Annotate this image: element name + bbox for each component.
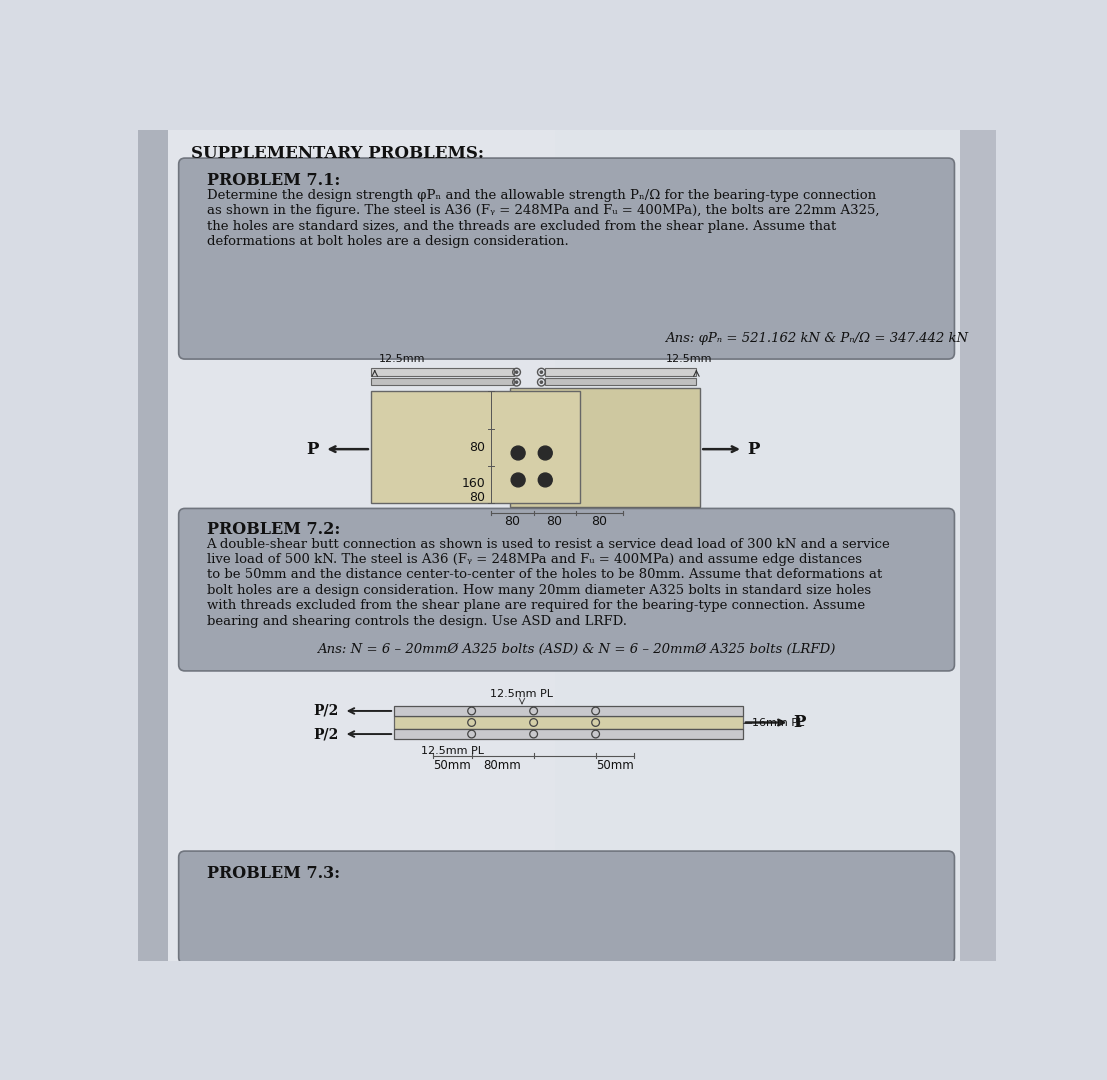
Circle shape (540, 381, 542, 383)
Bar (371, 391, 580, 503)
Text: 12.5mm PL: 12.5mm PL (421, 746, 484, 756)
Bar (394, 716, 743, 729)
Text: 80: 80 (547, 514, 562, 528)
Text: P: P (306, 441, 318, 458)
Text: 80mm: 80mm (484, 758, 521, 772)
Text: 12.5mm PL: 12.5mm PL (490, 689, 554, 699)
Text: P/2: P/2 (313, 704, 339, 718)
Text: P/2: P/2 (313, 727, 339, 741)
Text: 12.5mm: 12.5mm (379, 353, 425, 364)
Text: the holes are standard sizes, and the threads are excluded from the shear plane.: the holes are standard sizes, and the th… (207, 219, 836, 232)
FancyBboxPatch shape (178, 509, 954, 671)
Circle shape (516, 372, 518, 374)
Text: bearing and shearing controls the design. Use ASD and LRFD.: bearing and shearing controls the design… (207, 615, 627, 627)
Bar (546, 368, 696, 376)
Text: P: P (747, 441, 759, 458)
Text: with threads excluded from the shear plane are required for the bearing-type con: with threads excluded from the shear pla… (207, 599, 865, 612)
Bar (510, 388, 701, 507)
Text: 80: 80 (504, 514, 520, 528)
Bar (546, 378, 696, 386)
Text: to be 50mm and the distance center-to-center of the holes to be 80mm. Assume tha: to be 50mm and the distance center-to-ce… (207, 568, 882, 581)
Text: bolt holes are a design consideration. How many 20mm diameter A325 bolts in stan: bolt holes are a design consideration. H… (207, 584, 871, 597)
Text: SUPPLEMENTARY PROBLEMS:: SUPPLEMENTARY PROBLEMS: (192, 145, 484, 162)
Text: 160: 160 (462, 477, 486, 490)
Text: Ans: N = 6 – 20mmØ A325 bolts (ASD) & N = 6 – 20mmØ A325 bolts (LRFD): Ans: N = 6 – 20mmØ A325 bolts (ASD) & N … (317, 644, 835, 657)
Bar (394, 706, 743, 716)
Text: 16mm PL: 16mm PL (752, 717, 805, 728)
Circle shape (538, 473, 552, 487)
Bar (394, 729, 743, 739)
Circle shape (516, 381, 518, 383)
Bar (960, 130, 996, 961)
Bar (371, 368, 515, 376)
Text: 80: 80 (469, 441, 486, 454)
Text: 80: 80 (591, 514, 608, 528)
Circle shape (540, 372, 542, 374)
Text: 50mm: 50mm (597, 758, 634, 772)
Text: Determine the design strength φPₙ and the allowable strength Pₙ/Ω for the bearin: Determine the design strength φPₙ and th… (207, 189, 876, 202)
Text: PROBLEM 7.3:: PROBLEM 7.3: (207, 865, 340, 882)
Circle shape (538, 446, 552, 460)
Circle shape (511, 473, 525, 487)
Text: live load of 500 kN. The steel is A36 (Fᵧ = 248MPa and Fᵤ = 400MPa) and assume e: live load of 500 kN. The steel is A36 (F… (207, 553, 861, 566)
Text: P: P (794, 714, 806, 731)
Text: PROBLEM 7.1:: PROBLEM 7.1: (207, 172, 340, 189)
Bar (371, 378, 515, 386)
Bar (138, 130, 168, 961)
Text: Ans: φPₙ = 521.162 kN & Pₙ/Ω = 347.442 kN: Ans: φPₙ = 521.162 kN & Pₙ/Ω = 347.442 k… (665, 333, 969, 346)
FancyBboxPatch shape (178, 158, 954, 359)
Text: as shown in the figure. The steel is A36 (Fᵧ = 248MPa and Fᵤ = 400MPa), the bolt: as shown in the figure. The steel is A36… (207, 204, 879, 217)
Text: PROBLEM 7.2:: PROBLEM 7.2: (207, 521, 340, 538)
Text: 80: 80 (469, 491, 486, 504)
FancyBboxPatch shape (178, 851, 954, 963)
Text: A double-shear butt connection as shown is used to resist a service dead load of: A double-shear butt connection as shown … (207, 538, 890, 551)
Circle shape (511, 446, 525, 460)
Bar (168, 130, 556, 961)
Text: 12.5mm: 12.5mm (665, 353, 712, 364)
Text: 50mm: 50mm (433, 758, 472, 772)
Text: deformations at bolt holes are a design consideration.: deformations at bolt holes are a design … (207, 235, 568, 248)
